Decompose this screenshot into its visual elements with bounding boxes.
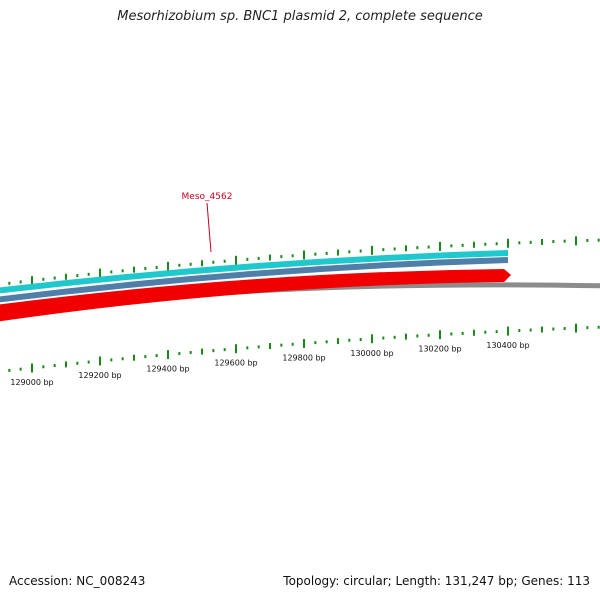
tick-label: 129600 bp bbox=[214, 359, 257, 368]
tick-label: 129000 bp bbox=[10, 378, 53, 387]
tick-label: 130200 bp bbox=[418, 345, 461, 354]
tick-label: 129800 bp bbox=[282, 353, 325, 362]
tick-label: 130000 bp bbox=[350, 349, 393, 358]
gene-arrow-red bbox=[0, 269, 511, 322]
outer-tick-ring bbox=[8, 236, 600, 286]
tick-label: 129200 bp bbox=[78, 371, 121, 380]
gene-label-leader bbox=[206, 202, 212, 253]
tick-label: 129400 bp bbox=[146, 365, 189, 374]
inner-tick-ring bbox=[8, 323, 600, 373]
genome-stats-text: Topology: circular; Length: 131,247 bp; … bbox=[283, 574, 590, 588]
accession-text: Accession: NC_008243 bbox=[9, 574, 146, 588]
tick-label-group: 129000 bp 129200 bp 129400 bp 129600 bp 1298… bbox=[10, 341, 529, 387]
tick-label: 130400 bp bbox=[486, 341, 529, 350]
gene-track-cyan bbox=[0, 250, 509, 294]
map-title: Mesorhizobium sp. BNC1 plasmid 2, comple… bbox=[117, 9, 483, 24]
gene-label-meso-4562[interactable]: Meso_4562 bbox=[182, 192, 233, 202]
gene-track-blue bbox=[0, 257, 509, 303]
